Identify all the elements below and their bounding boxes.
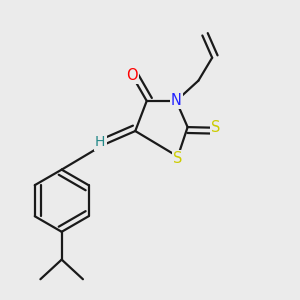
- Text: N: N: [171, 93, 182, 108]
- Text: O: O: [126, 68, 138, 83]
- Text: S: S: [211, 120, 220, 135]
- Text: H: H: [95, 136, 106, 149]
- Text: S: S: [173, 151, 182, 166]
